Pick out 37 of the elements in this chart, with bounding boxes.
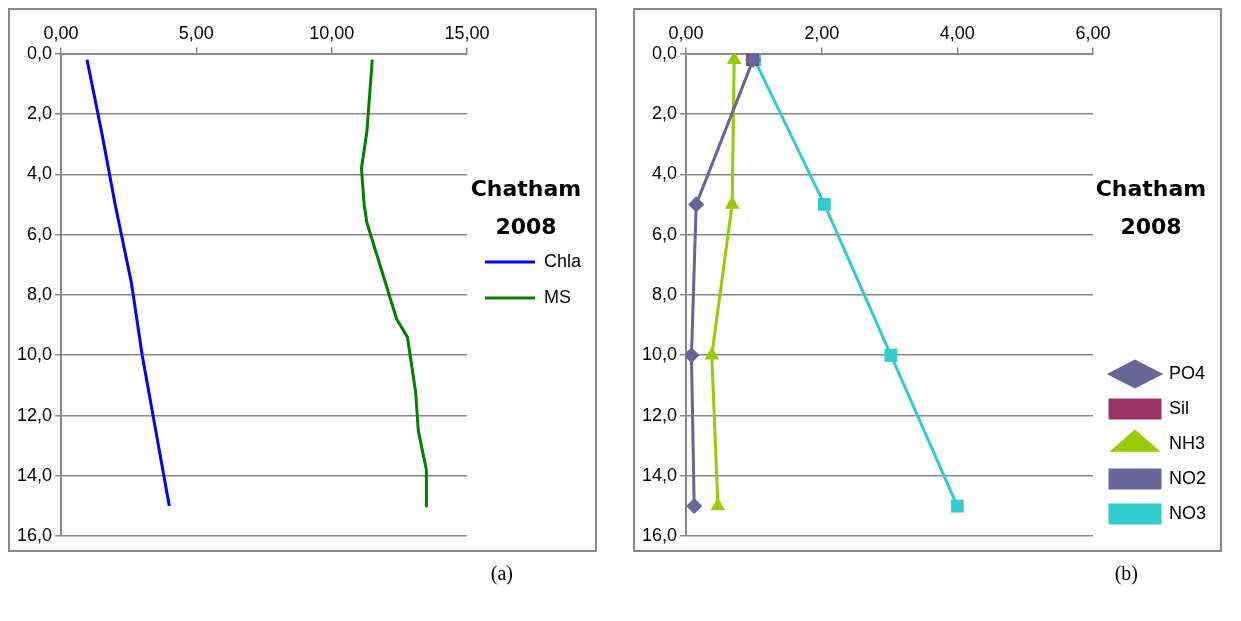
y-tick-label: 0,0 [652,42,678,63]
y-tick-label: 2,0 [652,102,678,123]
text: Chatham 2008 [469,175,583,241]
x-tick-label: 0,00 [668,22,704,43]
legend-label: NO2 [1168,467,1206,488]
y-tick-label: 10,0 [641,344,678,365]
x-tick-label: 15,00 [444,22,490,43]
y-tick-label: 12,0 [16,404,53,425]
y-tick-label: 14,0 [16,464,53,485]
y-tick-label: 0,0 [27,42,53,63]
x-tick-label: 4,00 [939,22,975,43]
legend-label: MS [543,286,571,307]
y-tick-label: 4,0 [652,163,678,184]
legend-label: NO3 [1168,502,1206,523]
y-tick-label: 4,0 [27,163,53,184]
y-tick-label: 6,0 [27,223,53,244]
x-tick-label: 6,00 [1075,22,1111,43]
text: Chatham 2008 [1094,175,1208,241]
legend-label: Sil [1168,397,1189,418]
y-tick-label: 16,0 [16,525,53,546]
y-tick-label: 12,0 [641,404,678,425]
y-tick-label: 2,0 [27,102,53,123]
y-tick-label: 14,0 [641,464,678,485]
text: (a) [489,562,514,585]
legend-label: Chla [543,250,582,271]
y-tick-label: 8,0 [27,283,53,304]
legend-label: NH3 [1168,432,1205,453]
y-tick-label: 16,0 [641,525,678,546]
x-tick-label: 5,00 [178,22,214,43]
y-tick-label: 8,0 [652,283,678,304]
x-tick-label: 2,00 [804,22,840,43]
x-tick-label: 10,00 [309,22,355,43]
y-tick-label: 6,0 [652,223,678,244]
legend-label: PO4 [1168,362,1206,383]
x-tick-label: 0,00 [43,22,79,43]
text: (b) [1113,562,1139,585]
y-tick-label: 10,0 [16,344,53,365]
